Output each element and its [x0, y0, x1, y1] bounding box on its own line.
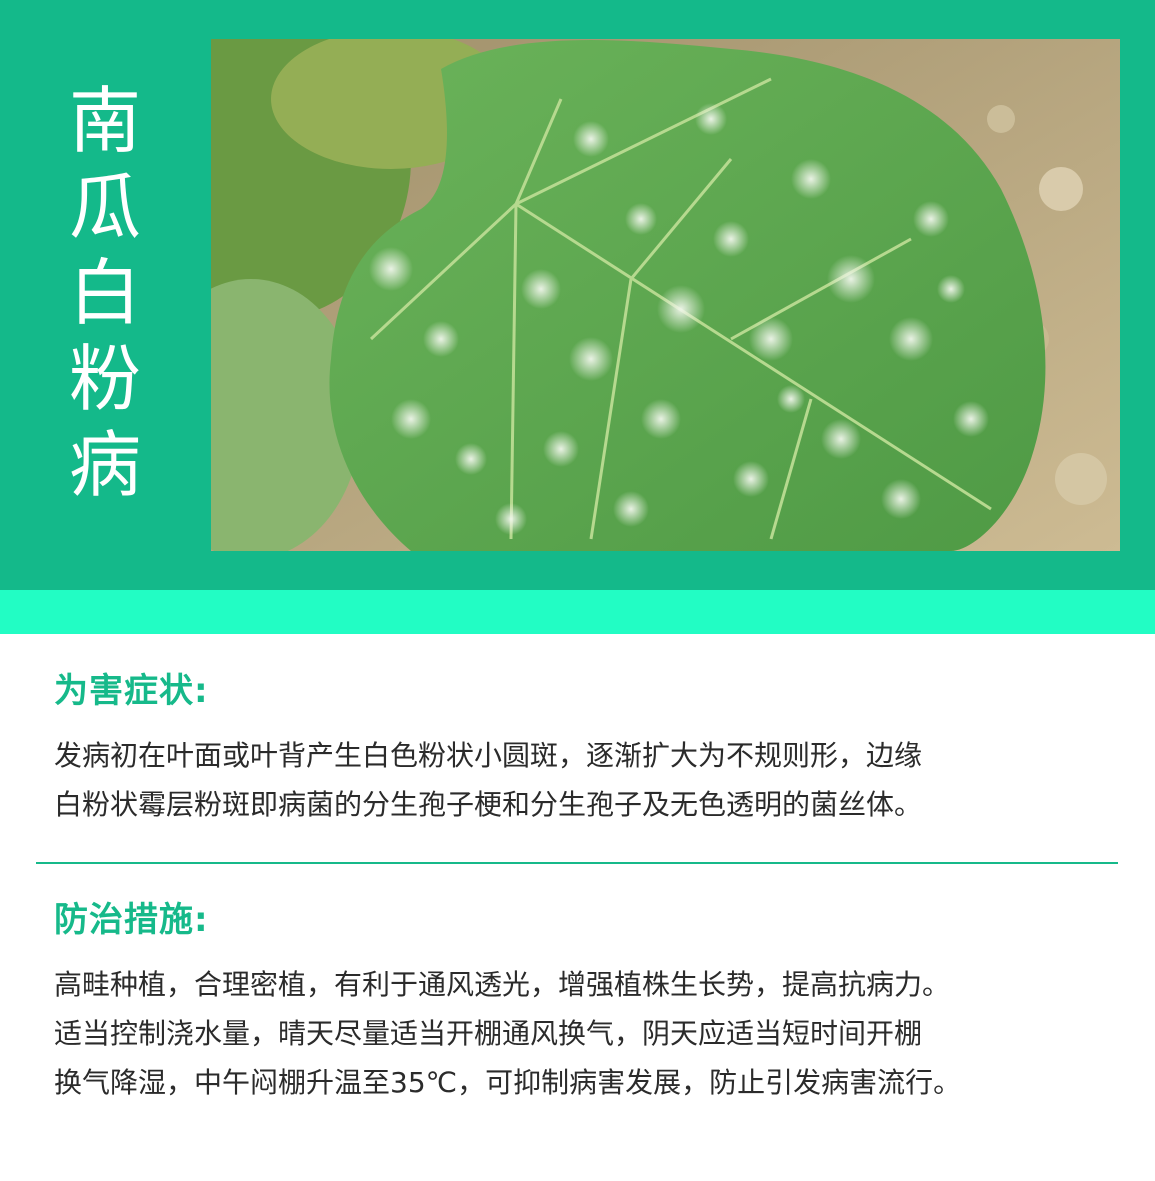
- leaf-veins: [369, 77, 992, 540]
- symptoms-body: 发病初在叶面或叶背产生白色粉状小圆斑，逐渐扩大为不规则形，边缘 白粉状霉层粉斑即…: [54, 731, 1114, 829]
- measures-line: 适当控制浇水量，晴天尽量适当开棚通风换气，阴天应适当短时间开棚: [54, 1017, 923, 1050]
- section-divider: [36, 862, 1118, 864]
- measures-line: 高畦种植，合理密植，有利于通风透光，增强植株生长势，提高抗病力。: [54, 968, 951, 1001]
- measures-heading: 防治措施:: [54, 900, 209, 940]
- measures-line: 换气降湿，中午闷棚升温至35℃，可抑制病害发展，防止引发病害流行。: [54, 1066, 962, 1099]
- leaf-photo: [211, 39, 1120, 551]
- powdery-spots: [369, 103, 989, 535]
- leaf-illustration: [211, 39, 1120, 551]
- page-title: 南瓜白粉病: [68, 79, 141, 507]
- accent-band: [0, 590, 1155, 634]
- measures-body: 高畦种植，合理密植，有利于通风透光，增强植株生长势，提高抗病力。 适当控制浇水量…: [54, 960, 1114, 1107]
- symptoms-line: 白粉状霉层粉斑即病菌的分生孢子梗和分生孢子及无色透明的菌丝体。: [54, 788, 923, 821]
- symptoms-line: 发病初在叶面或叶背产生白色粉状小圆斑，逐渐扩大为不规则形，边缘: [54, 739, 923, 772]
- background-leaf: [211, 279, 361, 551]
- symptoms-heading: 为害症状:: [54, 671, 209, 711]
